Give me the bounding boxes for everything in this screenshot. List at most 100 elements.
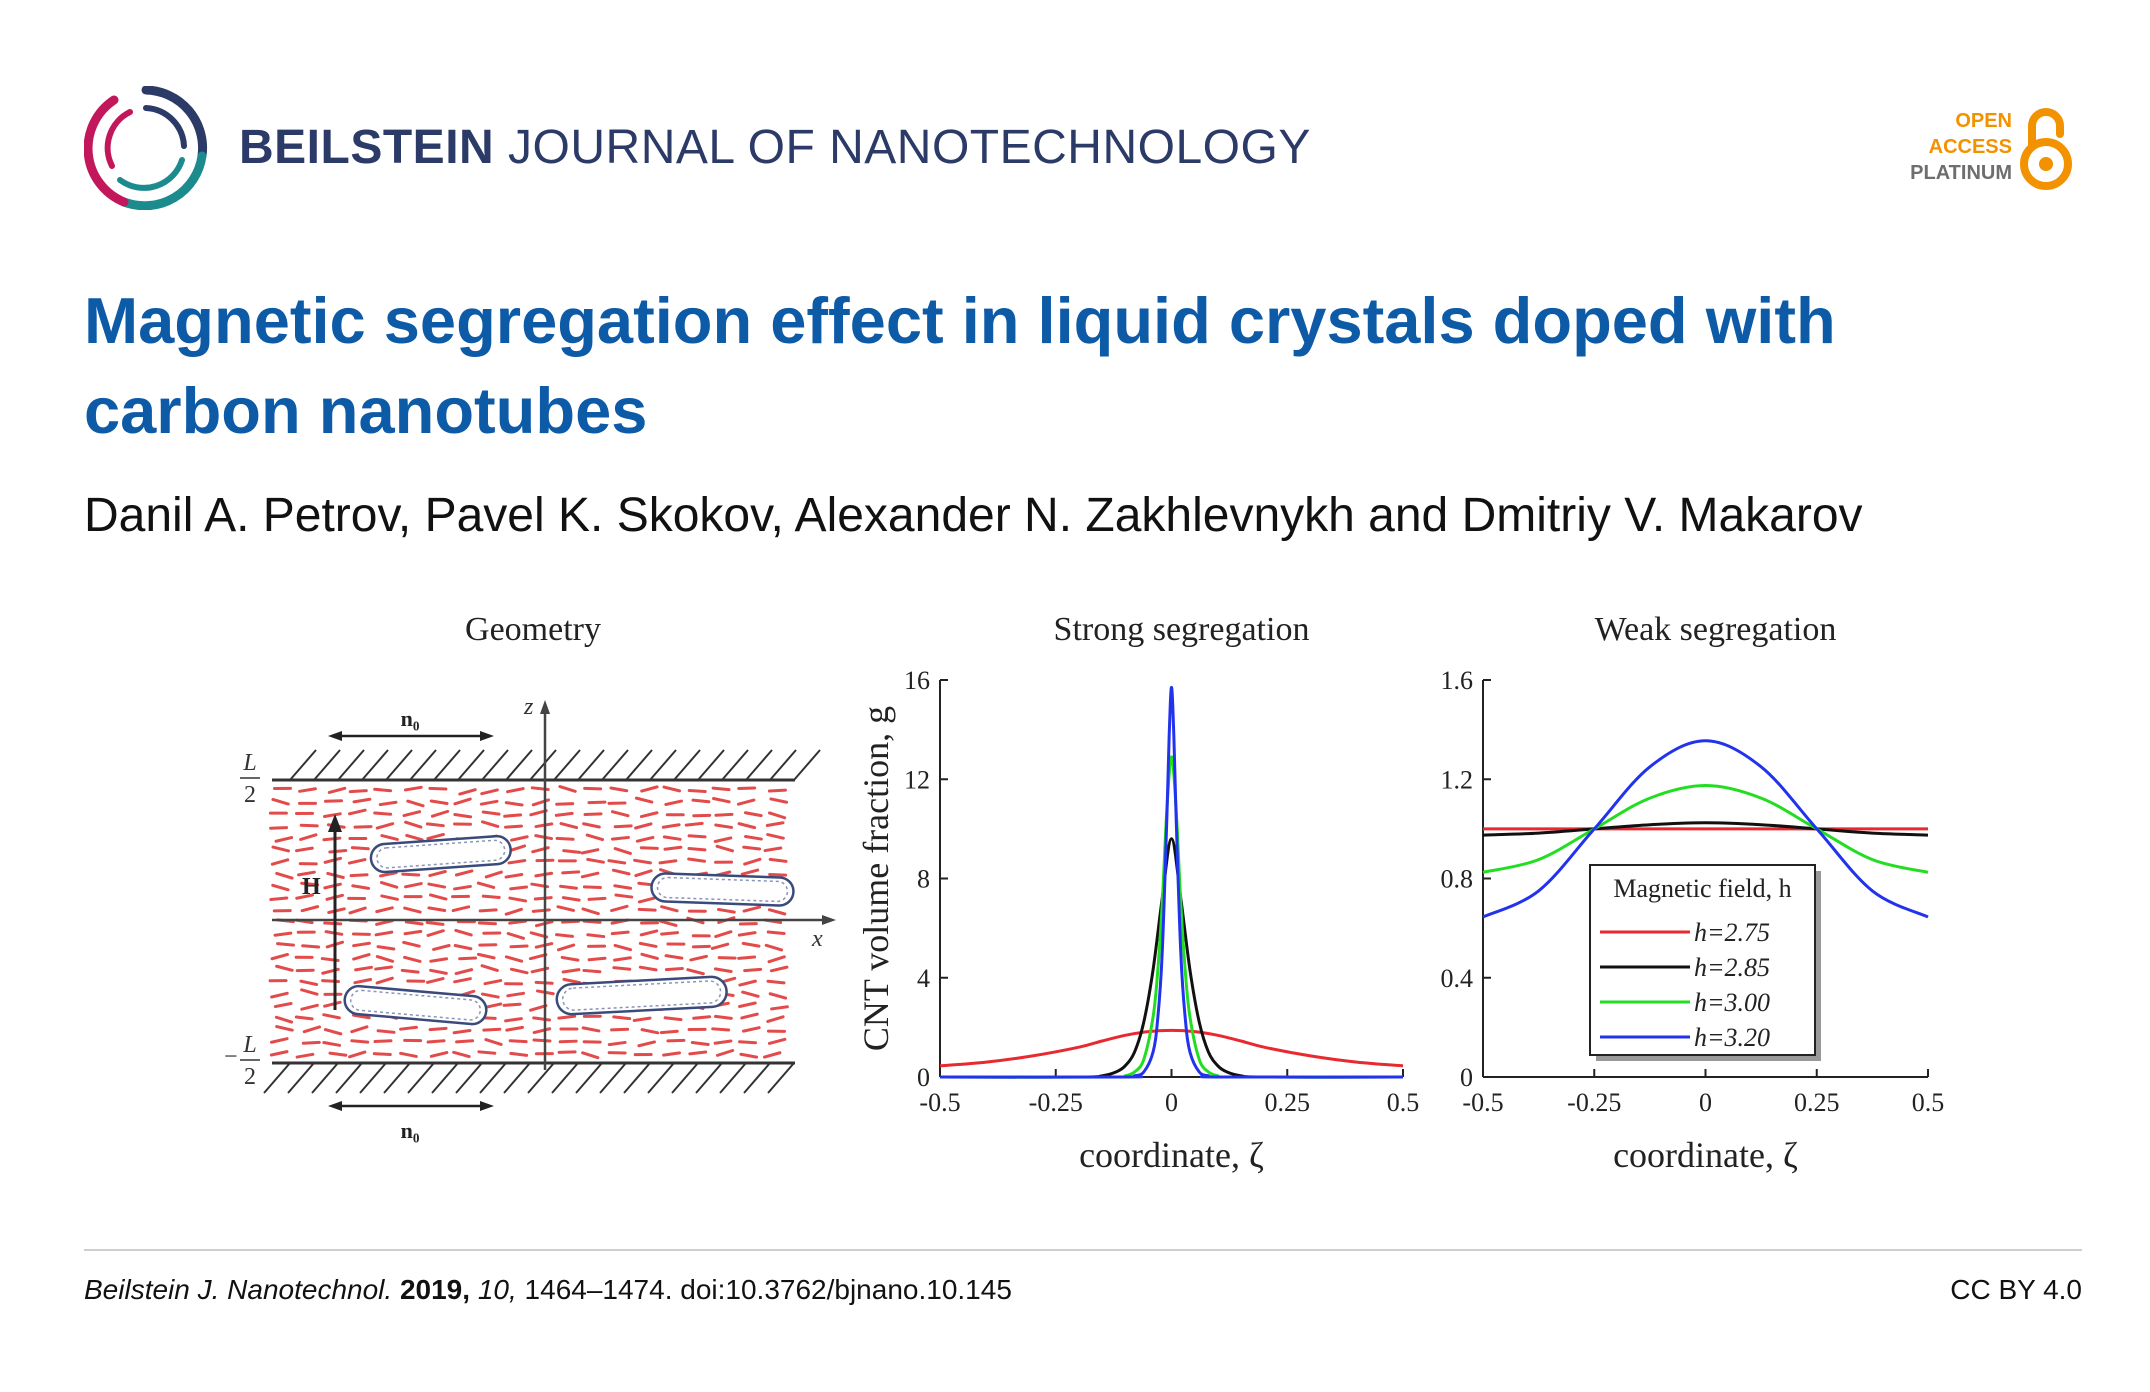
geometry-panel: Geometry <box>224 611 836 1143</box>
lc-molecule <box>635 835 655 843</box>
x-tick-label: 0 <box>1165 1088 1178 1117</box>
y-tick-label: 0.4 <box>1441 964 1474 993</box>
lc-molecule <box>582 968 602 974</box>
lc-molecule <box>556 943 576 952</box>
lc-molecule <box>742 1026 761 1033</box>
lc-molecule <box>766 1015 785 1023</box>
y-tick-label: 0 <box>1460 1063 1473 1092</box>
lc-molecule <box>348 808 367 816</box>
lc-molecule <box>402 940 421 948</box>
hatch-mark <box>695 1062 723 1094</box>
lc-molecule <box>299 979 319 986</box>
lc-molecule <box>582 919 602 924</box>
director-arrow-top-right-head <box>480 731 494 741</box>
lc-molecule <box>297 870 316 877</box>
z-axis-arrow <box>540 700 550 714</box>
lc-molecule <box>351 884 371 890</box>
journal-name-rest: JOURNAL OF NANOTECHNOLOGY <box>508 121 1311 174</box>
lc-molecule <box>484 870 503 879</box>
lc-molecule <box>529 809 548 817</box>
hatch-mark <box>311 1062 339 1094</box>
lc-molecule <box>738 979 757 987</box>
y-tick-label: 1.2 <box>1441 765 1474 794</box>
lc-molecule <box>633 858 652 865</box>
lc-molecule <box>713 1039 733 1045</box>
legend-entry: h=3.20 <box>1694 1023 1770 1052</box>
lc-molecule <box>270 991 289 999</box>
legend-entry: h=2.85 <box>1694 953 1770 982</box>
x-tick-label: 0.5 <box>1912 1088 1945 1117</box>
lc-molecule <box>322 836 342 842</box>
lc-molecule <box>373 1039 393 1044</box>
lc-molecule <box>375 976 394 985</box>
lc-molecule <box>352 941 371 948</box>
y-tick-label: 1.6 <box>1441 666 1474 695</box>
lc-molecule <box>664 954 684 960</box>
lc-molecule <box>558 785 577 793</box>
y-tick-label: 8 <box>917 865 930 894</box>
lc-molecule <box>375 955 395 963</box>
x-tick-label: 0.25 <box>1794 1088 1840 1117</box>
hatch-mark <box>287 1062 315 1094</box>
lc-molecule <box>453 884 472 891</box>
director-arrow-bottom-right-head <box>480 1101 494 1111</box>
chart-title: Weak segregation <box>1595 611 1837 648</box>
badge-line-platinum: PLATINUM <box>1910 162 2012 184</box>
legend-entry: h=2.75 <box>1694 918 1770 947</box>
lc-molecule <box>453 797 472 806</box>
lc-molecule <box>451 905 471 913</box>
lc-molecule <box>742 905 762 913</box>
hatch-mark <box>479 1062 507 1094</box>
bottom-plate-hatching <box>263 1062 795 1094</box>
lc-molecule <box>637 896 657 904</box>
director-label-bottom: n₀ <box>401 1118 420 1143</box>
lc-molecule <box>323 1028 343 1036</box>
lc-molecule <box>300 905 320 913</box>
lc-molecule <box>613 943 633 952</box>
lc-molecule <box>275 1025 294 1032</box>
lc-molecule <box>561 968 581 974</box>
citation-year: 2019, <box>399 1274 471 1305</box>
lc-molecule <box>323 856 343 864</box>
lc-molecule <box>350 1039 370 1044</box>
hatch-mark <box>335 1062 363 1094</box>
license-label: CC BY 4.0 <box>1950 1274 2082 1305</box>
lc-molecule <box>503 824 523 829</box>
lc-molecule <box>452 1050 471 1059</box>
lc-molecule <box>301 1040 321 1045</box>
x-tick-label: 0.25 <box>1265 1088 1311 1117</box>
lc-molecule <box>298 787 317 793</box>
lc-molecule <box>504 873 524 879</box>
lc-molecule <box>505 1025 525 1032</box>
lc-molecule <box>581 907 600 916</box>
lc-molecule <box>768 857 788 863</box>
lc-molecule <box>581 1026 601 1033</box>
lc-molecule <box>639 929 659 937</box>
lc-molecule <box>714 812 734 817</box>
lc-molecule <box>770 1005 789 1011</box>
lc-molecule <box>455 1039 475 1044</box>
y-axis-label: CNT volume fraction, g <box>856 706 896 1051</box>
lc-molecule <box>429 799 449 805</box>
hatch-mark <box>527 1062 555 1094</box>
legend-entry: h=3.00 <box>1694 988 1770 1017</box>
lc-molecule <box>610 904 629 913</box>
lc-molecule <box>372 1052 392 1057</box>
lc-molecule <box>350 846 370 851</box>
chart-title: Strong segregation <box>1054 611 1310 648</box>
lc-molecule <box>689 954 708 962</box>
lc-molecule <box>632 1016 652 1023</box>
top-boundary-label-num: L <box>242 750 256 776</box>
lc-molecule <box>638 965 658 972</box>
lc-molecule <box>454 928 473 937</box>
lc-molecule <box>660 931 680 936</box>
x-axis-label: coordinate, ζ <box>1079 1135 1264 1175</box>
lc-molecule <box>458 788 477 796</box>
lc-molecule <box>715 1048 735 1057</box>
lc-molecule <box>768 872 788 877</box>
lc-molecule <box>661 823 681 829</box>
bottom-boundary-label-sign: − <box>224 1044 238 1070</box>
lc-molecule <box>737 955 757 960</box>
lc-molecule <box>741 941 761 948</box>
lc-molecule <box>684 821 704 827</box>
